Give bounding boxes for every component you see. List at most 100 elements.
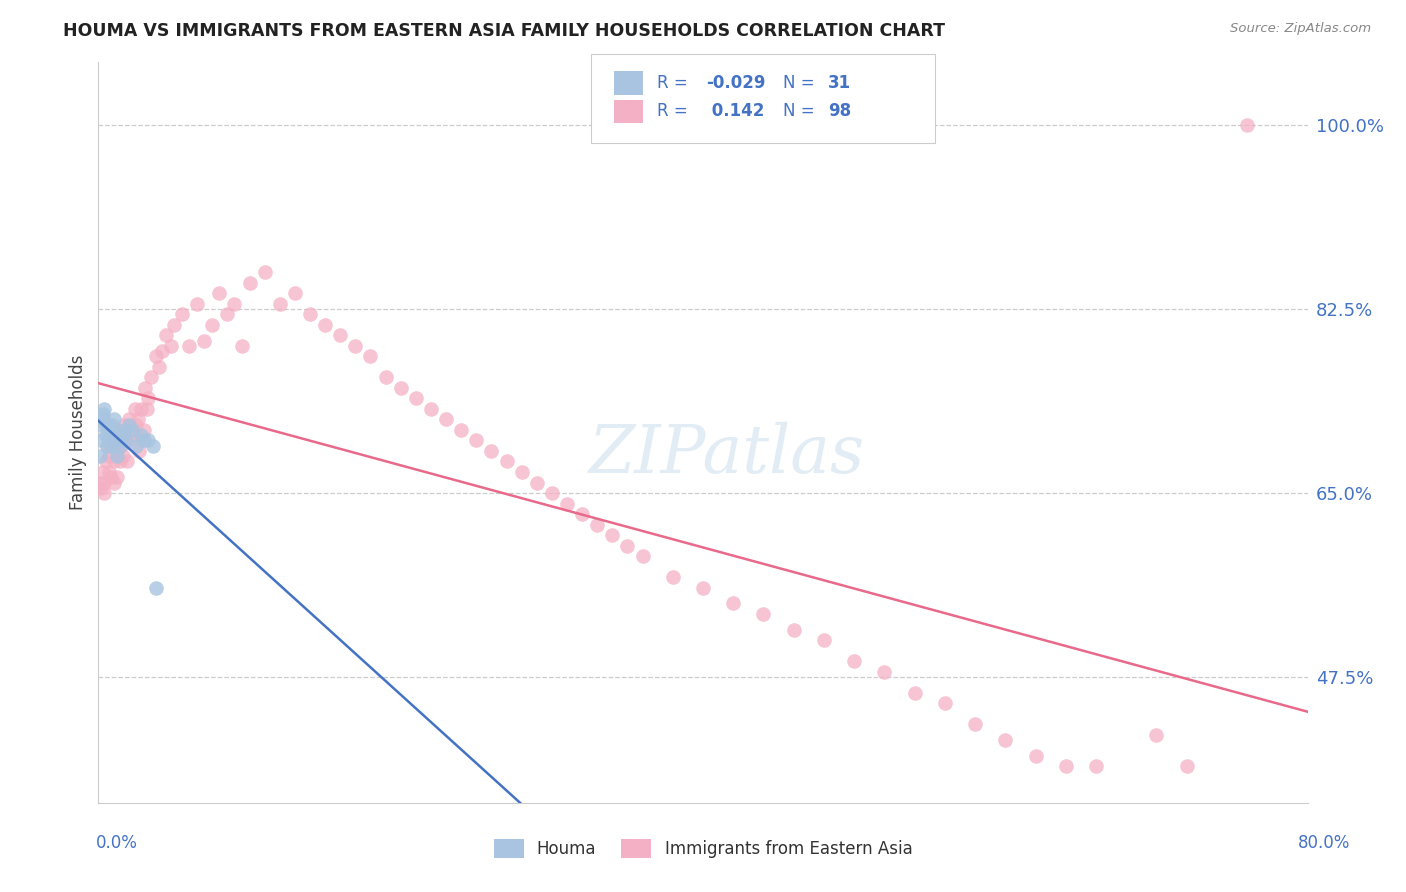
Point bbox=[128, 444, 150, 458]
Point bbox=[631, 549, 654, 563]
Point bbox=[131, 434, 153, 448]
Text: HOUMA VS IMMIGRANTS FROM EASTERN ASIA FAMILY HOUSEHOLDS CORRELATION CHART: HOUMA VS IMMIGRANTS FROM EASTERN ASIA FA… bbox=[63, 22, 945, 40]
Point bbox=[193, 334, 215, 348]
Point bbox=[526, 475, 548, 490]
Point bbox=[122, 428, 145, 442]
Point bbox=[540, 486, 562, 500]
Point bbox=[145, 581, 167, 595]
Point bbox=[571, 507, 593, 521]
Point bbox=[224, 297, 246, 311]
Point bbox=[150, 344, 173, 359]
Point bbox=[208, 286, 231, 301]
Point bbox=[127, 412, 149, 426]
Point bbox=[1085, 759, 1108, 773]
Point bbox=[110, 434, 132, 448]
Point bbox=[90, 434, 112, 448]
Text: -0.029: -0.029 bbox=[706, 74, 765, 92]
Text: 80.0%: 80.0% bbox=[1298, 834, 1351, 852]
Point bbox=[994, 732, 1017, 747]
Point bbox=[201, 318, 224, 332]
Point bbox=[389, 381, 412, 395]
Text: 98: 98 bbox=[828, 103, 851, 120]
Point bbox=[723, 596, 745, 610]
Point bbox=[844, 654, 866, 668]
Point bbox=[112, 423, 135, 437]
Point bbox=[148, 359, 170, 374]
Point bbox=[114, 434, 136, 448]
Point bbox=[89, 449, 111, 463]
Point bbox=[94, 428, 117, 442]
Point bbox=[118, 412, 141, 426]
Point bbox=[329, 328, 352, 343]
Point bbox=[100, 439, 122, 453]
Point bbox=[132, 423, 155, 437]
Point bbox=[374, 370, 396, 384]
Point bbox=[405, 392, 427, 406]
Y-axis label: Family Households: Family Households bbox=[69, 355, 87, 510]
Point bbox=[105, 444, 128, 458]
Point bbox=[107, 428, 129, 442]
Point bbox=[752, 607, 775, 621]
Point bbox=[495, 454, 517, 468]
Point bbox=[142, 439, 165, 453]
Point bbox=[555, 496, 578, 510]
Point bbox=[98, 434, 121, 448]
Point bbox=[118, 417, 141, 432]
Point bbox=[269, 297, 291, 311]
Text: Source: ZipAtlas.com: Source: ZipAtlas.com bbox=[1230, 22, 1371, 36]
Legend: Houma, Immigrants from Eastern Asia: Houma, Immigrants from Eastern Asia bbox=[486, 832, 920, 865]
Point bbox=[231, 339, 253, 353]
Point bbox=[103, 475, 125, 490]
Text: R =: R = bbox=[657, 74, 693, 92]
Point bbox=[434, 412, 457, 426]
Point bbox=[108, 454, 131, 468]
Point bbox=[1144, 727, 1167, 741]
Point bbox=[160, 339, 183, 353]
Point bbox=[284, 286, 307, 301]
Point bbox=[253, 265, 276, 279]
Point bbox=[105, 449, 128, 463]
Point bbox=[783, 623, 806, 637]
Point bbox=[186, 297, 208, 311]
Point bbox=[91, 407, 114, 421]
Point bbox=[155, 328, 177, 343]
Point bbox=[616, 539, 638, 553]
Point bbox=[98, 423, 121, 437]
Point bbox=[692, 581, 714, 595]
Point bbox=[965, 717, 987, 731]
Point bbox=[98, 449, 121, 463]
Point bbox=[129, 402, 152, 417]
Point bbox=[100, 470, 122, 484]
Point bbox=[98, 465, 121, 479]
Point bbox=[179, 339, 201, 353]
Point bbox=[101, 417, 124, 432]
Point bbox=[586, 517, 609, 532]
Point bbox=[101, 434, 124, 448]
Point bbox=[344, 339, 367, 353]
Point bbox=[104, 434, 127, 448]
Point bbox=[91, 465, 114, 479]
Point bbox=[1024, 748, 1046, 763]
Point bbox=[134, 381, 156, 395]
Point bbox=[90, 417, 112, 432]
Text: N =: N = bbox=[783, 103, 820, 120]
Point bbox=[90, 481, 112, 495]
Point bbox=[163, 318, 186, 332]
Point bbox=[93, 402, 115, 417]
Text: R =: R = bbox=[657, 103, 693, 120]
Point bbox=[136, 434, 159, 448]
Point bbox=[135, 402, 157, 417]
Point bbox=[121, 423, 143, 437]
Point bbox=[1054, 759, 1077, 773]
Point bbox=[873, 665, 896, 679]
Text: 0.0%: 0.0% bbox=[96, 834, 138, 852]
Point bbox=[94, 454, 117, 468]
Point bbox=[96, 439, 118, 453]
Point bbox=[103, 412, 125, 426]
Point bbox=[813, 633, 835, 648]
Point bbox=[904, 685, 927, 699]
Point bbox=[239, 276, 262, 290]
Point bbox=[145, 350, 167, 364]
Point bbox=[314, 318, 336, 332]
Text: 0.142: 0.142 bbox=[706, 103, 765, 120]
